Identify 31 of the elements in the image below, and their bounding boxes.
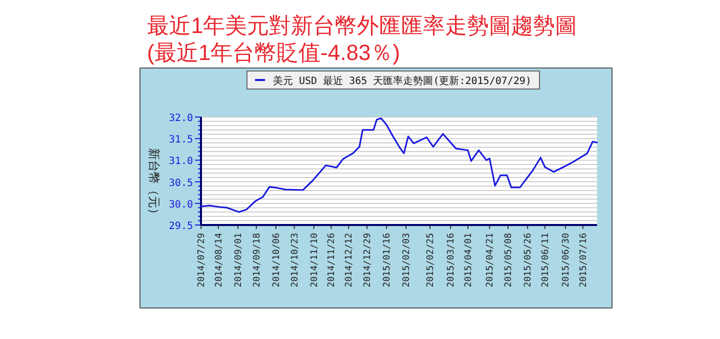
x-tick-label: 2014/09/18	[252, 233, 262, 288]
x-tick-label: 2014/12/12	[344, 233, 355, 288]
x-tick-label: 2015/07/16	[578, 233, 589, 288]
y-tick-label: 31.5	[168, 134, 193, 146]
y-tick-label: 30.0	[168, 199, 193, 210]
x-tick-label: 2014/12/29	[362, 233, 373, 288]
x-tick-label: 2015/05/26	[524, 233, 534, 288]
x-tick-label: 2015/01/16	[382, 233, 393, 288]
x-tick-label: 2015/06/30	[562, 233, 572, 288]
x-tick-label: 2015/05/08	[504, 233, 514, 288]
x-tick-label: 2015/02/25	[426, 233, 436, 288]
y-tick-label: 29.5	[168, 221, 193, 232]
y-axis-title: 新台幣（元）	[147, 148, 161, 220]
x-tick-label: 2015/02/03	[402, 233, 412, 288]
y-tick-label: 32.0	[168, 113, 193, 124]
x-tick-label: 2014/10/23	[290, 233, 300, 288]
x-tick-label: 2015/04/21	[486, 233, 496, 288]
x-tick-label: 2014/07/29	[197, 233, 207, 288]
legend-label: 美元 USD 最近 365 天匯率走勢圖(更新:2015/07/29)	[273, 75, 532, 87]
x-tick-label: 2014/11/10	[310, 233, 320, 288]
chart-title: 最近1年美元對新台幣外匯匯率走勢圖趨勢圖	[147, 13, 578, 38]
x-tick-label: 2014/10/06	[272, 233, 282, 288]
x-tick-label: 2014/11/26	[327, 233, 338, 288]
y-tick-label: 31.0	[168, 156, 193, 168]
x-tick-label: 2014/09/01	[234, 233, 244, 288]
x-tick-label: 2015/04/01	[464, 233, 474, 288]
x-tick-label: 2014/08/14	[214, 233, 224, 288]
x-tick-label: 2015/06/11	[540, 233, 551, 288]
chart-subtitle: (最近1年台幣貶值-4.83％)	[147, 40, 400, 65]
x-tick-label: 2015/03/16	[446, 233, 457, 288]
y-tick-label: 30.5	[168, 178, 193, 189]
